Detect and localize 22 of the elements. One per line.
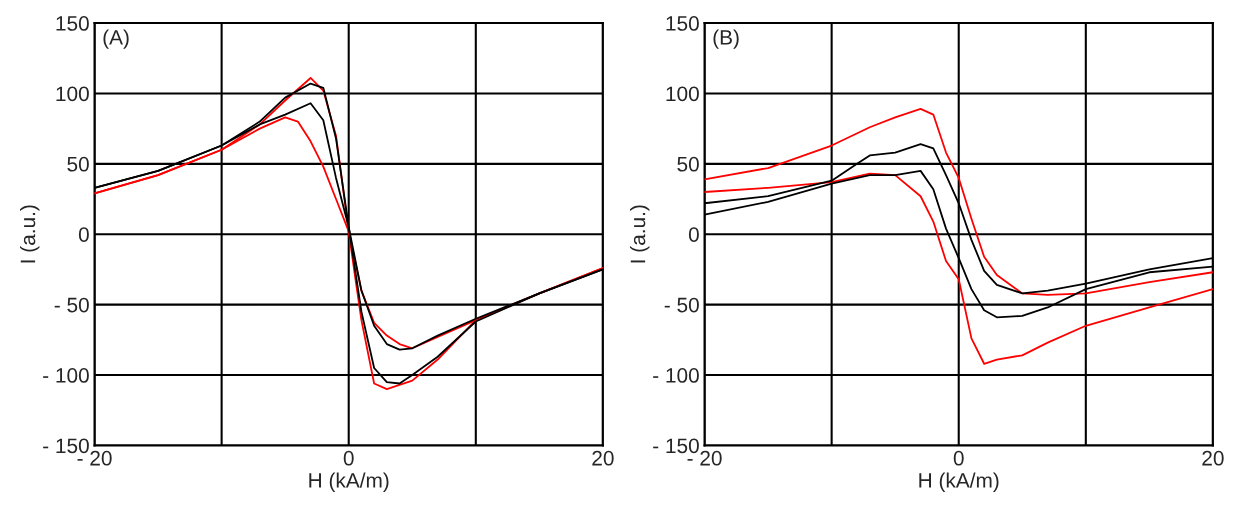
y-tick-label: - 100 xyxy=(653,368,699,383)
x-tick-label: 20 xyxy=(1202,450,1224,466)
y-tick-label: 150 xyxy=(56,16,89,31)
y-tick-label: 50 xyxy=(67,156,89,172)
x-axis-title: H (kA/m) xyxy=(309,472,389,492)
y-tick-label: 150 xyxy=(666,16,699,31)
x-axis-title: H (kA/m) xyxy=(919,472,999,492)
x-tick-label: 20 xyxy=(592,450,614,466)
y-tick-label: - 50 xyxy=(664,297,699,313)
y-tick-label: - 50 xyxy=(54,297,89,313)
y-tick-label: 50 xyxy=(677,156,699,172)
x-tick-label: 0 xyxy=(343,450,354,466)
annotation: (B) xyxy=(713,29,739,49)
y-tick-label: 100 xyxy=(666,86,699,102)
y-tick-label: 0 xyxy=(78,227,89,242)
y-tick-label: 0 xyxy=(688,227,699,242)
x-tick-label: 0 xyxy=(953,450,964,466)
y-axis-title: I (a.u.) xyxy=(20,205,40,263)
y-axis-title: I (a.u.) xyxy=(630,205,650,263)
y-tick-label: - 100 xyxy=(43,368,89,383)
y-tick-label: 100 xyxy=(56,86,89,102)
annotation: (A) xyxy=(103,29,129,49)
